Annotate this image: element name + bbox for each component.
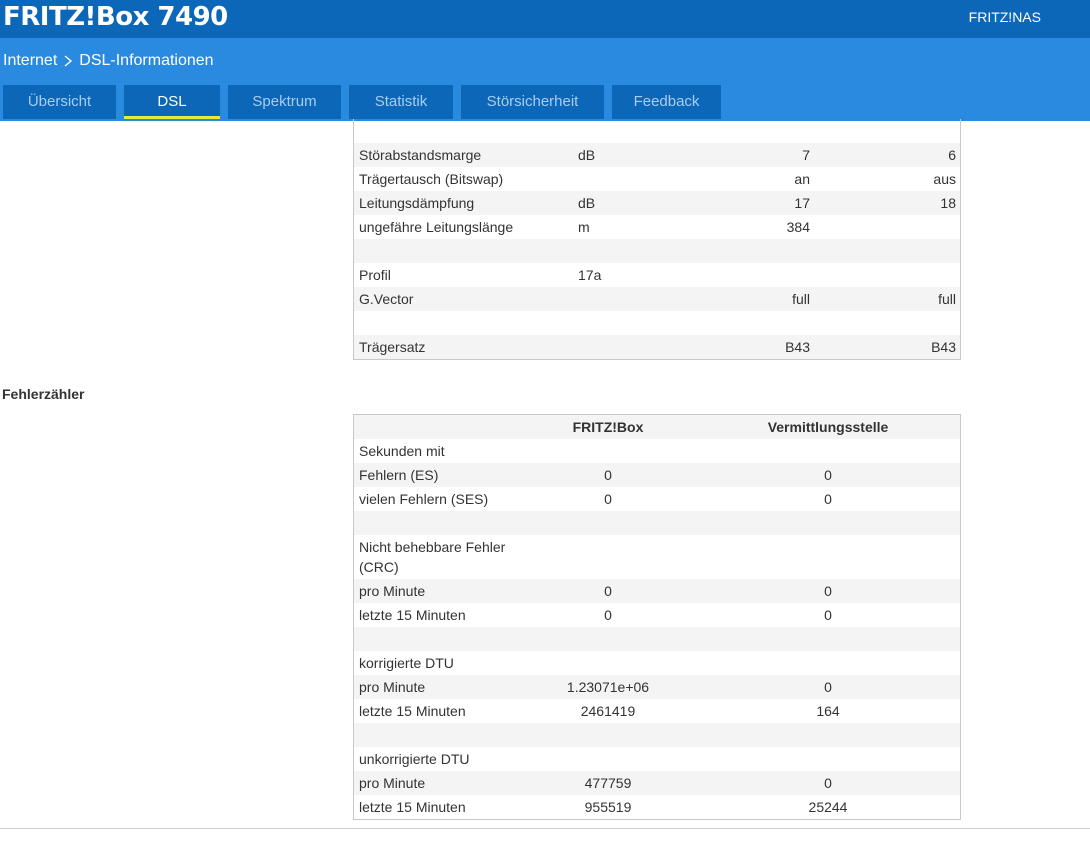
tab-uebersicht[interactable]: Übersicht — [3, 85, 116, 119]
table-row: letzte 15 Minuten 2461419 164 — [359, 703, 840, 719]
brand-title[interactable]: FRITZ!Box 7490 — [3, 2, 228, 32]
breadcrumb-current: DSL-Informationen — [79, 52, 214, 69]
table-row: Fehlern (ES) 0 0 — [354, 463, 960, 487]
table-header: FRITZ!Box Vermittlungsstelle — [354, 415, 960, 439]
tab-feedback[interactable]: Feedback — [612, 85, 721, 119]
table-row: ungefähre Leitungslänge m 384 — [359, 219, 810, 235]
tab-statistik[interactable]: Statistik — [349, 85, 453, 119]
table-row: Nicht behebbare Fehler (CRC) — [359, 539, 506, 575]
tab-spektrum[interactable]: Spektrum — [228, 85, 341, 119]
table-row — [354, 239, 960, 263]
table-row: pro Minute 0 0 — [354, 579, 960, 603]
error-counter-table: FRITZ!Box Vermittlungsstelle Sekunden mi… — [353, 414, 961, 820]
table-row: Trägersatz B43 B43 — [354, 335, 960, 359]
tab-stoersicherheit[interactable]: Störsicherheit — [461, 85, 604, 119]
table-row: pro Minute 477759 0 — [354, 771, 960, 795]
table-row: Leitungsdämpfung dB 17 18 — [354, 191, 960, 215]
table-row: unkorrigierte DTU — [359, 751, 470, 767]
top-bar: FRITZ!Box 7490 FRITZ!NAS — [0, 0, 1090, 38]
error-counter-heading: Fehlerzähler — [2, 386, 85, 402]
breadcrumb-parent[interactable]: Internet — [3, 52, 58, 69]
table-row — [354, 311, 960, 335]
line-info-table: Störabstandsmarge dB 7 6 Trägertausch (B… — [353, 119, 961, 360]
divider — [0, 828, 1090, 829]
table-row: Sekunden mit — [359, 443, 445, 459]
table-spacer — [354, 119, 960, 143]
breadcrumb: Internet DSL-Informationen — [3, 52, 214, 70]
col-header-exchange: Vermittlungsstelle — [767, 419, 889, 435]
col-header-fritzbox: FRITZ!Box — [572, 419, 644, 435]
table-row — [354, 723, 960, 747]
table-row — [354, 511, 960, 535]
table-row: korrigierte DTU — [359, 655, 454, 671]
table-row: vielen Fehlern (SES) 0 0 — [359, 491, 832, 507]
table-row: Profil 17a — [359, 267, 602, 283]
table-row: letzte 15 Minuten 0 0 — [359, 607, 832, 623]
fritznas-link[interactable]: FRITZ!NAS — [968, 9, 1041, 25]
table-row — [354, 627, 960, 651]
table-row: Trägertausch (Bitswap) an aus — [359, 171, 956, 187]
table-row: Störabstandsmarge dB 7 6 — [354, 143, 960, 167]
sub-bar: Internet DSL-Informationen Übersicht DSL… — [0, 38, 1090, 121]
table-row: G.Vector full full — [354, 287, 960, 311]
tab-dsl[interactable]: DSL — [124, 85, 220, 119]
table-row: pro Minute 1.23071e+06 0 — [354, 675, 960, 699]
table-row: letzte 15 Minuten 955519 25244 — [359, 799, 848, 815]
chevron-right-icon — [64, 55, 73, 67]
